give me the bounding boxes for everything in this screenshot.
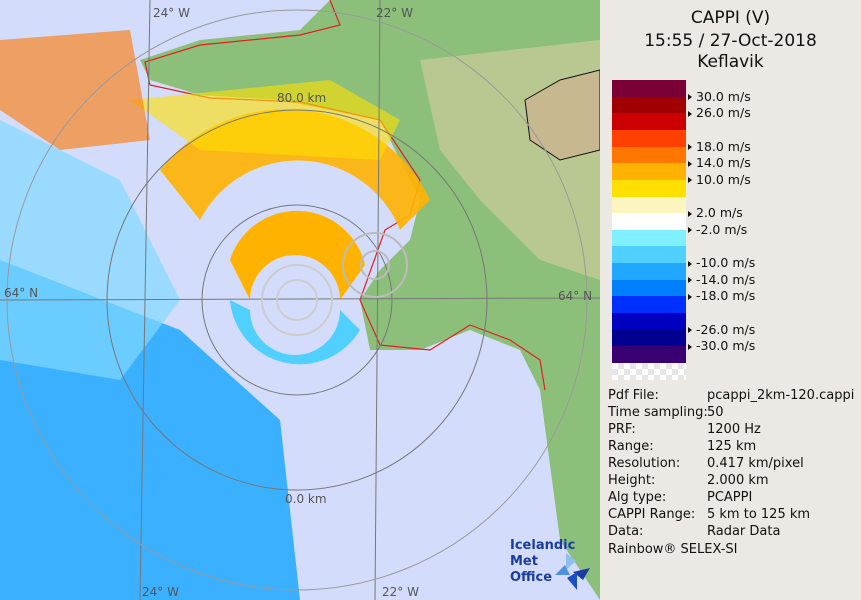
info-key: Pdf File: xyxy=(608,388,659,403)
info-row: Resolution: 0.417 km/pixel xyxy=(608,456,804,471)
info-row: Time sampling:50 xyxy=(608,405,724,420)
echo-inner-blue xyxy=(230,300,360,365)
legend-tick: 26.0 m/s xyxy=(688,105,751,120)
legend-band xyxy=(612,246,686,264)
radar-image xyxy=(0,0,600,600)
echo-cyan-west xyxy=(0,120,180,380)
legend-band xyxy=(612,296,686,314)
product-datetime: 15:55 / 27-Oct-2018 xyxy=(644,31,817,51)
legend-band xyxy=(612,279,686,297)
imo-logo-icon xyxy=(555,553,590,590)
legend-band xyxy=(612,179,686,197)
info-value: 1200 Hz xyxy=(707,422,761,437)
info-row: Alg type: PCAPPI xyxy=(608,490,752,505)
info-value: pcappi_2km-120.cappi xyxy=(707,388,855,403)
product-title: CAPPI (V) xyxy=(690,8,771,28)
legend-tick: 30.0 m/s xyxy=(688,89,751,104)
info-value: Radar Data xyxy=(707,524,781,539)
info-value: 0.417 km/pixel xyxy=(707,456,804,471)
legend-band xyxy=(612,263,686,281)
info-row: Pdf File: pcappi_2km-120.cappi xyxy=(608,388,854,403)
legend-band xyxy=(612,163,686,181)
lat-label: 64° N xyxy=(558,289,593,303)
info-panel: CAPPI (V) 15:55 / 27-Oct-2018 Keflavik 3… xyxy=(600,0,861,600)
lon-label: 24° W xyxy=(142,585,179,599)
echo-yellow-north xyxy=(130,80,400,160)
echo-orange-northwest xyxy=(0,30,150,150)
legend-band xyxy=(612,196,686,214)
footer-credit: Rainbow® SELEX-SI xyxy=(608,542,738,557)
lon-label: 24° W xyxy=(153,6,190,20)
secondary-ring xyxy=(342,232,408,298)
imo-logo: Icelandic Met Office xyxy=(510,538,600,586)
info-row: Data: Radar Data xyxy=(608,524,780,539)
legend-tick: 14.0 m/s xyxy=(688,155,751,170)
legend-tick: -14.0 m/s xyxy=(688,272,755,287)
info-row: Range: 125 km xyxy=(608,439,756,454)
logo-line: Office xyxy=(510,570,553,585)
legend-band xyxy=(612,129,686,147)
info-row: Height: 2.000 km xyxy=(608,473,769,488)
lon-label: 22° W xyxy=(382,585,419,599)
legend-tick: -30.0 m/s xyxy=(688,338,755,353)
legend-tick: 2.0 m/s xyxy=(688,205,743,220)
lon-label: 22° W xyxy=(376,6,413,20)
fjord-land xyxy=(524,69,600,161)
range-ring xyxy=(276,279,318,321)
lat-label: 64° N xyxy=(4,286,39,300)
legend-band xyxy=(612,96,686,114)
site-name: Keflavik xyxy=(697,52,764,72)
range-label: 0.0 km xyxy=(285,492,327,506)
coastline xyxy=(144,0,546,391)
info-row: PRF: 1200 Hz xyxy=(608,422,761,437)
legend-band xyxy=(612,229,686,247)
info-value: PCAPPI xyxy=(707,490,753,505)
legend-band xyxy=(612,146,686,164)
info-row: CAPPI Range: 5 km to 125 km xyxy=(608,507,810,522)
legend-tick: -26.0 m/s xyxy=(688,322,755,337)
range-ring xyxy=(201,204,393,396)
info-key: CAPPI Range: xyxy=(608,507,696,522)
logo-line: Icelandic Met xyxy=(510,538,576,569)
legend-tick: -2.0 m/s xyxy=(688,222,747,237)
info-key: Height: xyxy=(608,473,656,488)
legend-band xyxy=(612,313,686,331)
info-key: Data: xyxy=(608,524,644,539)
echo-inner xyxy=(230,210,365,300)
legend-band xyxy=(612,113,686,131)
nodata-swatch xyxy=(612,363,686,380)
info-key: Range: xyxy=(608,439,654,454)
secondary-ring xyxy=(360,250,390,280)
legend-band xyxy=(612,80,686,97)
info-key: Resolution: xyxy=(608,456,681,471)
info-key: Alg type: xyxy=(608,490,667,505)
info-value: 2.000 km xyxy=(707,473,769,488)
legend-tick: 18.0 m/s xyxy=(688,139,751,154)
info-key: Time sampling: xyxy=(608,405,708,420)
legend-tick: 10.0 m/s xyxy=(688,172,751,187)
info-value: 125 km xyxy=(707,439,757,454)
radar-map: 24° W 22° W 64° N 64° N 22° W 24° W 80.0… xyxy=(0,0,600,600)
info-value: 50 xyxy=(707,405,724,420)
range-ring xyxy=(6,9,588,591)
legend-tick: -18.0 m/s xyxy=(688,288,755,303)
range-label: 80.0 km xyxy=(277,91,327,105)
legend-tick: -10.0 m/s xyxy=(688,255,755,270)
legend-band xyxy=(612,346,686,364)
range-ring xyxy=(106,109,488,491)
range-ring xyxy=(261,264,333,336)
legend-band xyxy=(612,329,686,347)
legend-band xyxy=(612,213,686,231)
info-key: PRF: xyxy=(608,422,636,437)
info-value: 5 km to 125 km xyxy=(707,507,811,522)
